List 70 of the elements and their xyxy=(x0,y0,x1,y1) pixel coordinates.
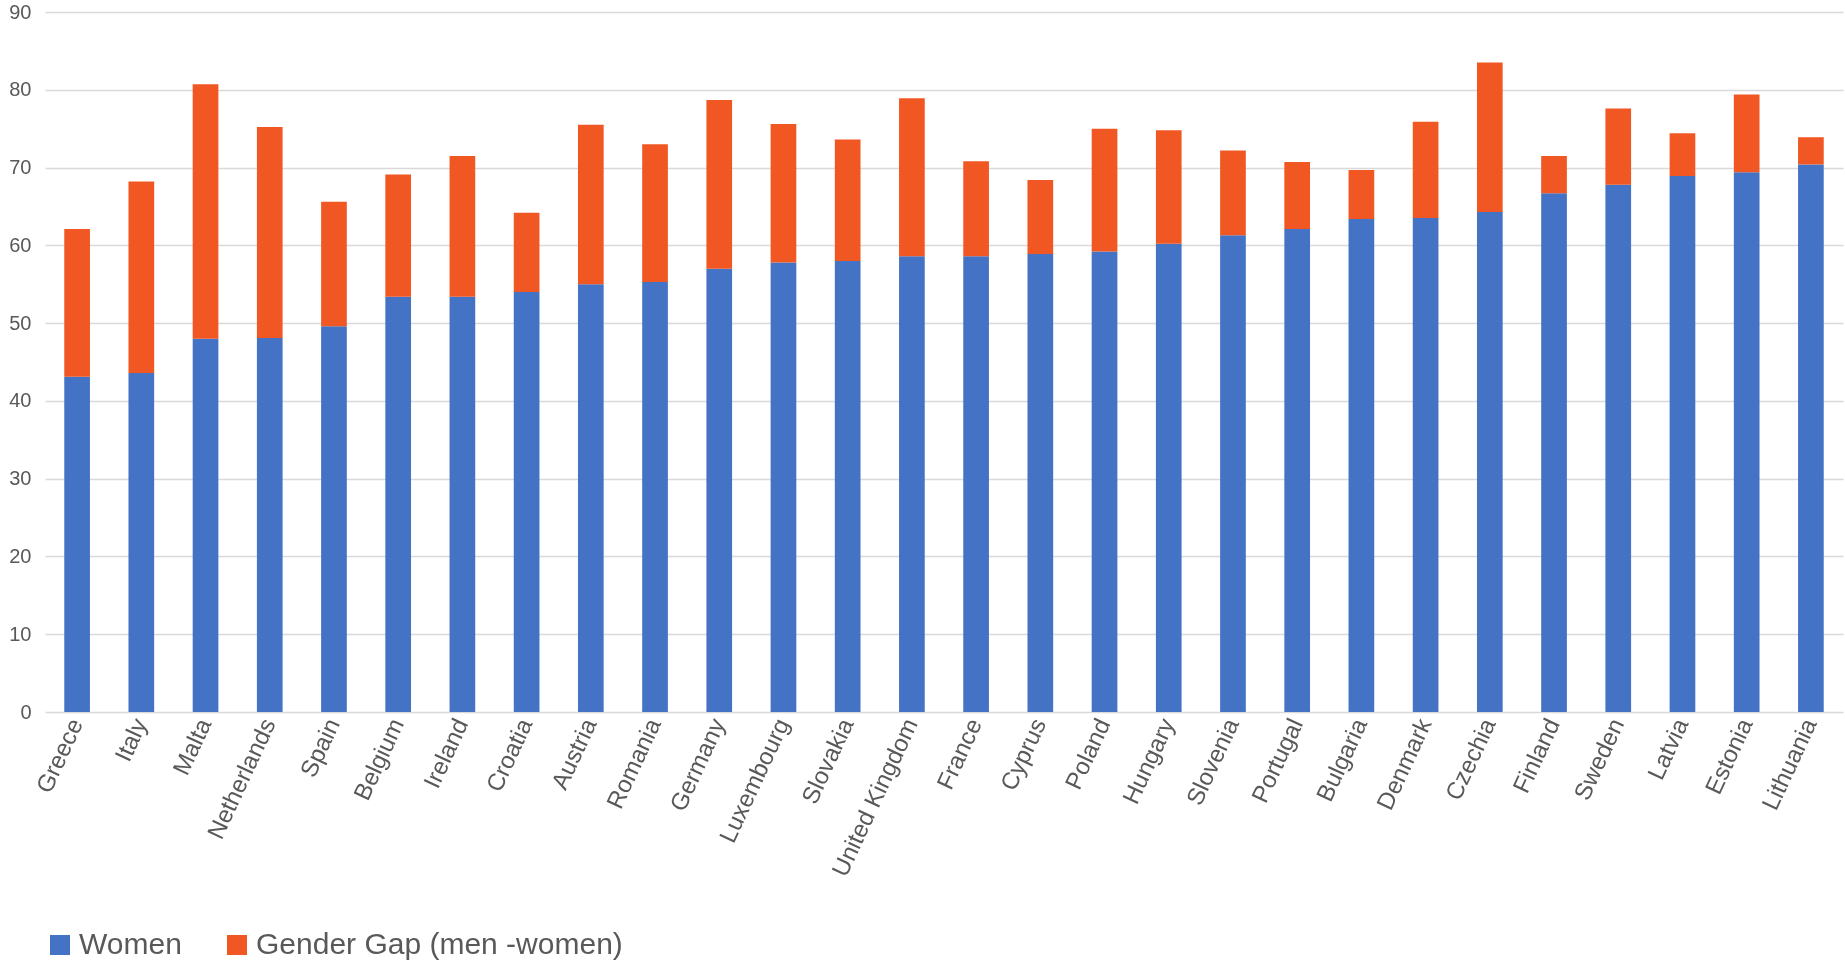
bar xyxy=(1476,62,1503,212)
bar xyxy=(128,181,155,373)
bar xyxy=(642,144,668,282)
bar xyxy=(963,161,989,257)
bar xyxy=(706,99,733,269)
bar xyxy=(642,281,668,712)
bar xyxy=(834,260,861,712)
bar xyxy=(64,376,90,712)
bar xyxy=(1155,130,1182,244)
x-tick-label: Spain xyxy=(294,714,345,782)
y-tick-label: 40 xyxy=(9,389,32,412)
y-tick-label: 60 xyxy=(9,233,32,256)
bar xyxy=(321,201,347,327)
bar xyxy=(770,262,797,712)
bar xyxy=(64,229,90,377)
bar xyxy=(1155,243,1182,712)
bar xyxy=(128,372,155,712)
bar xyxy=(1605,108,1632,185)
bar xyxy=(513,212,540,292)
bar xyxy=(1220,235,1246,712)
bar xyxy=(706,268,733,712)
x-tick-label: Italy xyxy=(109,714,153,766)
bar xyxy=(1798,164,1824,712)
bar xyxy=(1348,169,1375,219)
y-tick-label: 50 xyxy=(9,311,32,334)
bar xyxy=(1541,155,1567,194)
bar xyxy=(1027,253,1054,712)
bar xyxy=(1091,251,1118,712)
bar xyxy=(321,326,347,712)
bar xyxy=(1733,94,1760,173)
bar xyxy=(577,124,604,285)
bar xyxy=(963,256,989,712)
bar xyxy=(1412,218,1439,712)
bar xyxy=(192,338,219,712)
bar xyxy=(1091,128,1118,252)
bar xyxy=(1669,133,1696,177)
bar xyxy=(385,296,412,712)
bar xyxy=(449,155,476,297)
bar xyxy=(1284,229,1311,712)
bar xyxy=(1412,121,1439,219)
bar xyxy=(1220,150,1246,236)
bar xyxy=(449,296,476,712)
bar xyxy=(513,292,540,712)
bar xyxy=(1733,172,1760,712)
bar xyxy=(1669,176,1696,712)
y-tick-label: 80 xyxy=(9,78,32,101)
bar xyxy=(385,174,412,297)
y-tick-label: 30 xyxy=(9,467,32,490)
bar xyxy=(256,337,283,712)
y-tick-label: 10 xyxy=(9,622,32,645)
bar xyxy=(770,124,797,263)
bar xyxy=(1605,184,1632,712)
bar xyxy=(1284,162,1311,229)
bar xyxy=(899,256,925,712)
bar xyxy=(1027,180,1054,254)
y-tick-label: 20 xyxy=(9,544,32,567)
y-tick-label: 90 xyxy=(9,0,32,23)
bar xyxy=(899,98,925,257)
bar xyxy=(577,284,604,712)
legend-label: Gender Gap (men -women) xyxy=(256,927,623,960)
bar xyxy=(1798,137,1824,165)
legend-label: Women xyxy=(79,927,182,960)
bar xyxy=(192,84,219,339)
bar xyxy=(1541,193,1567,712)
y-tick-label: 0 xyxy=(20,700,32,723)
bar xyxy=(1348,218,1375,712)
bar xyxy=(1476,211,1503,712)
bar xyxy=(834,139,861,261)
y-tick-label: 70 xyxy=(9,156,32,179)
bar xyxy=(256,127,283,338)
